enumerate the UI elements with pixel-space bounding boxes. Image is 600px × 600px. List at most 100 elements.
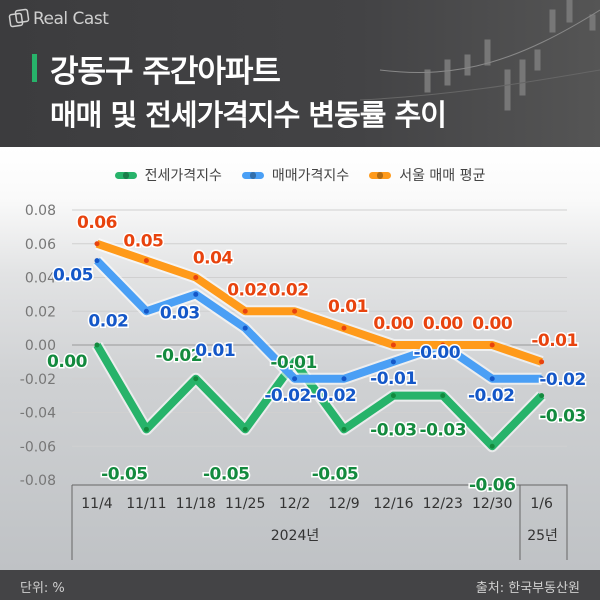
data-point-maemae xyxy=(390,359,396,365)
y-tick-label: -0.06 xyxy=(20,439,56,455)
data-point-jeonse xyxy=(341,426,347,432)
data-label-maemae: 0.02 xyxy=(88,311,128,331)
data-point-seoul xyxy=(341,325,347,331)
legend-label: 매매가격지수 xyxy=(271,168,350,184)
data-point-maemae xyxy=(193,291,199,297)
unit-note: 단위: % xyxy=(20,581,65,596)
legend-item-seoul: 서울 매매 평균 xyxy=(369,165,485,185)
data-point-seoul xyxy=(242,308,248,314)
legend-item-maemae: 매매가격지수 xyxy=(241,165,350,185)
data-label-seoul: 0.00 xyxy=(423,314,464,334)
y-tick-label: 0.06 xyxy=(25,237,56,253)
data-point-seoul xyxy=(489,342,495,348)
data-point-jeonse xyxy=(440,393,446,399)
x-tick-label: 12/2 xyxy=(279,496,310,512)
logo: Real Cast xyxy=(8,8,109,30)
data-point-seoul xyxy=(94,241,100,247)
footer: 단위: % 출처: 한국부동산원 xyxy=(0,570,600,600)
header: Real Cast 강동구 주간아파트 매매 및 전세가격지수 변동률 추이 xyxy=(0,0,600,147)
data-label-jeonse: -0.05 xyxy=(312,464,359,484)
data-point-jeonse xyxy=(489,443,495,449)
data-point-seoul xyxy=(390,342,396,348)
data-label-maemae: -0.02 xyxy=(468,386,515,406)
data-point-seoul xyxy=(193,275,199,280)
data-label-seoul: 0.00 xyxy=(373,314,414,334)
y-tick-label: -0.04 xyxy=(20,406,56,422)
legend-item-jeonse: 전세가격지수 xyxy=(114,165,222,185)
data-label-seoul: -0.01 xyxy=(531,331,578,351)
title-accent-bar xyxy=(32,54,37,82)
data-label-jeonse: -0.02 xyxy=(156,346,203,366)
data-point-jeonse xyxy=(242,426,248,432)
data-point-maemae xyxy=(242,325,248,331)
data-label-jeonse: -0.06 xyxy=(469,475,516,495)
y-tick-label: 0.02 xyxy=(25,304,56,320)
legend-label: 서울 매매 평균 xyxy=(399,168,486,184)
series-line-maemae xyxy=(94,257,542,383)
data-point-jeonse xyxy=(94,342,100,348)
chart-legend: 전세가격지수 매매가격지수 서울 매매 평균 xyxy=(0,165,600,185)
data-point-seoul xyxy=(440,342,446,348)
data-label-jeonse: -0.05 xyxy=(101,464,148,484)
logo-icon xyxy=(8,8,30,28)
data-label-seoul: 0.06 xyxy=(77,213,117,233)
data-point-jeonse xyxy=(390,393,396,399)
candlestick-decoration xyxy=(359,0,600,111)
data-point-seoul xyxy=(539,359,545,365)
data-label-maemae: -0.01 xyxy=(370,369,417,389)
y-tick-label: -0.02 xyxy=(20,372,56,388)
legend-swatch-jeonse xyxy=(114,171,137,179)
x-tick-label: 11/4 xyxy=(81,496,113,512)
legend-swatch-maemae xyxy=(241,171,264,179)
data-label-jeonse: -0.05 xyxy=(203,464,250,484)
x-tick-label: 12/16 xyxy=(373,496,413,512)
series-line-jeonse xyxy=(93,342,545,451)
data-point-maemae xyxy=(489,376,495,382)
y-tick-label: 0.04 xyxy=(25,271,56,287)
data-point-maemae xyxy=(292,376,298,382)
data-point-maemae xyxy=(143,308,149,314)
series-line-seoul xyxy=(95,239,543,366)
logo-text: Real Cast xyxy=(33,9,109,29)
data-label-maemae: -0.02 xyxy=(264,386,311,406)
data-point-jeonse xyxy=(539,393,545,399)
data-point-seoul xyxy=(292,308,298,314)
data-label-maemae: -0.02 xyxy=(539,370,586,390)
data-label-maemae: 0.03 xyxy=(160,303,200,323)
data-label-seoul: 0.02 xyxy=(269,280,309,300)
page-subtitle: 매매 및 전세가격지수 변동률 추이 xyxy=(50,98,447,132)
data-label-seoul: 0.01 xyxy=(328,297,368,317)
data-label-jeonse: 0.00 xyxy=(47,352,88,372)
x-tick-label: 1/6 xyxy=(530,496,553,512)
year-group-label: 2024년 xyxy=(271,528,320,544)
data-label-jeonse: -0.03 xyxy=(539,407,586,427)
data-point-maemae xyxy=(94,258,100,264)
y-tick-label: 0.08 xyxy=(25,203,56,219)
y-tick-label: -0.08 xyxy=(20,473,56,489)
data-label-maemae: -0.02 xyxy=(310,386,357,406)
source-note: 출처: 한국부동산원 xyxy=(475,581,580,596)
x-axis-bracket xyxy=(71,484,568,560)
data-label-maemae: 0.01 xyxy=(195,341,235,361)
data-point-jeonse xyxy=(193,376,199,382)
x-tick-label: 12/9 xyxy=(328,496,359,512)
x-tick-label: 11/18 xyxy=(176,496,216,512)
y-tick-label: 0.00 xyxy=(25,338,56,354)
data-label-jeonse: -0.01 xyxy=(270,353,317,373)
x-tick-label: 11/11 xyxy=(126,496,166,512)
x-tick-label: 12/30 xyxy=(472,496,512,512)
x-tick-label: 11/25 xyxy=(225,496,265,512)
legend-label: 전세가격지수 xyxy=(144,168,222,184)
data-point-jeonse xyxy=(143,426,149,432)
x-tick-label: 12/23 xyxy=(423,496,463,512)
data-label-jeonse: -0.03 xyxy=(420,421,467,441)
data-label-maemae: -0.00 xyxy=(414,343,461,363)
page-title: 강동구 주간아파트 xyxy=(50,54,281,90)
data-label-seoul: 0.02 xyxy=(227,280,267,300)
data-point-maemae xyxy=(539,376,545,382)
data-label-maemae: 0.05 xyxy=(53,266,93,286)
data-point-jeonse xyxy=(292,359,298,365)
data-point-maemae xyxy=(341,376,347,382)
data-label-seoul: 0.00 xyxy=(472,314,513,334)
year-group-label: 25년 xyxy=(527,528,558,544)
